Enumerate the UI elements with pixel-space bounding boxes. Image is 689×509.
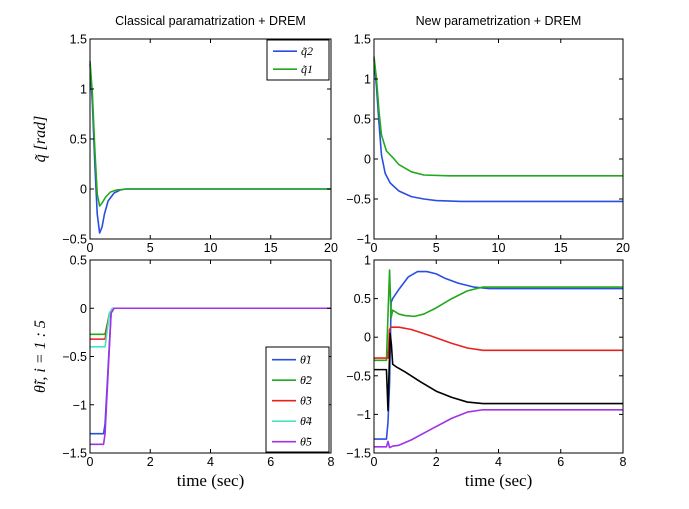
x-tick-label: 5 (147, 241, 154, 255)
series-line-2 (374, 269, 623, 362)
x-tick-label: 20 (324, 241, 338, 255)
x-tick-label: 2 (147, 455, 154, 469)
legend-label: θ̃3 (300, 394, 312, 408)
legend-box (265, 346, 330, 453)
series-line-5 (90, 307, 331, 446)
y-tick-label: 0.5 (354, 113, 371, 127)
x-tick-label: 0 (87, 241, 94, 255)
legend-label: q̃2 (301, 44, 313, 58)
legend-box (266, 39, 330, 81)
y-axis-label: q̃ [rad] (32, 116, 49, 163)
y-tick-label: 0.5 (70, 254, 87, 268)
x-tick-label: 6 (557, 455, 564, 469)
x-tick-label: 8 (328, 455, 335, 469)
legend-label: θ̃2 (300, 373, 312, 387)
y-tick-label: −1.5 (346, 447, 371, 461)
x-tick-label: 4 (207, 455, 214, 469)
y-tick-label: 1 (364, 254, 371, 268)
y-tick-label: 0 (364, 331, 371, 345)
x-tick-label: 0 (87, 455, 94, 469)
y-tick-label: 1 (364, 73, 371, 87)
plot-area (374, 260, 623, 453)
series-line-5 (374, 408, 623, 449)
x-tick-label: 10 (204, 241, 218, 255)
x-tick-label: 20 (616, 241, 630, 255)
legend-label: θ̃5 (300, 435, 312, 449)
y-tick-label: 0 (364, 153, 371, 167)
series-line-3 (374, 326, 623, 359)
y-tick-label: −0.5 (346, 193, 371, 207)
legend-label: q̃1 (301, 62, 313, 76)
legend: q̃2q̃1 (266, 39, 330, 81)
series-line-2 (89, 60, 331, 207)
chart-title: Classical paramatrization + DREM (115, 14, 306, 28)
x-axis-label: time (sec) (465, 471, 533, 490)
x-tick-label: 15 (554, 241, 568, 255)
x-tick-label: 10 (492, 241, 506, 255)
y-tick-label: −0.5 (62, 233, 87, 247)
y-tick-label: 0 (80, 183, 87, 197)
legend: θ̃1 θ̃2 θ̃3 θ̃4 θ̃5 (265, 346, 330, 453)
x-tick-label: 2 (433, 455, 440, 469)
series-line-4 (374, 332, 623, 412)
y-axis-label: θ̃i, i = 1 : 5 (32, 320, 49, 393)
plot-area (374, 39, 623, 239)
x-axis-label: time (sec) (177, 471, 245, 490)
x-tick-label: 5 (433, 241, 440, 255)
panel-4: 0 2 4 6 8 −1.5 −1 −0.5 0 0.5 1 time (sec) (346, 254, 626, 491)
x-tick-label: 0 (371, 241, 378, 255)
x-tick-label: 4 (495, 455, 502, 469)
y-tick-label: 1 (80, 83, 87, 97)
chart-title: New parametrization + DREM (416, 14, 582, 28)
y-tick-label: 0.5 (70, 133, 87, 147)
y-tick-label: 1.5 (70, 33, 87, 47)
x-tick-label: 15 (264, 241, 278, 255)
y-tick-label: 0 (80, 302, 87, 316)
x-tick-label: 6 (267, 455, 274, 469)
panel-3: 0 2 4 6 8 −1.5 −1 −0.5 0 0.5 time (sec) θ̃i, i = 1 … (32, 254, 335, 491)
y-tick-label: 0.5 (354, 292, 371, 306)
series-line-2 (373, 56, 623, 177)
y-tick-label: −1 (357, 408, 371, 422)
y-tick-label: 1.5 (354, 33, 371, 47)
x-tick-label: 8 (620, 455, 627, 469)
legend-label: θ̃1 (300, 353, 312, 367)
y-tick-label: −1 (357, 233, 371, 247)
y-tick-label: −1 (73, 398, 87, 412)
y-tick-label: −0.5 (62, 350, 87, 364)
series-line-1 (373, 58, 623, 203)
y-tick-label: −1.5 (62, 447, 87, 461)
panel-2: 0 5 10 15 20 −1 −0.5 0 0.5 1 1.5 New parametrizatio… (346, 14, 630, 255)
legend-label: θ̃4 (300, 414, 312, 428)
y-tick-label: −0.5 (346, 369, 371, 383)
x-tick-label: 0 (371, 455, 378, 469)
